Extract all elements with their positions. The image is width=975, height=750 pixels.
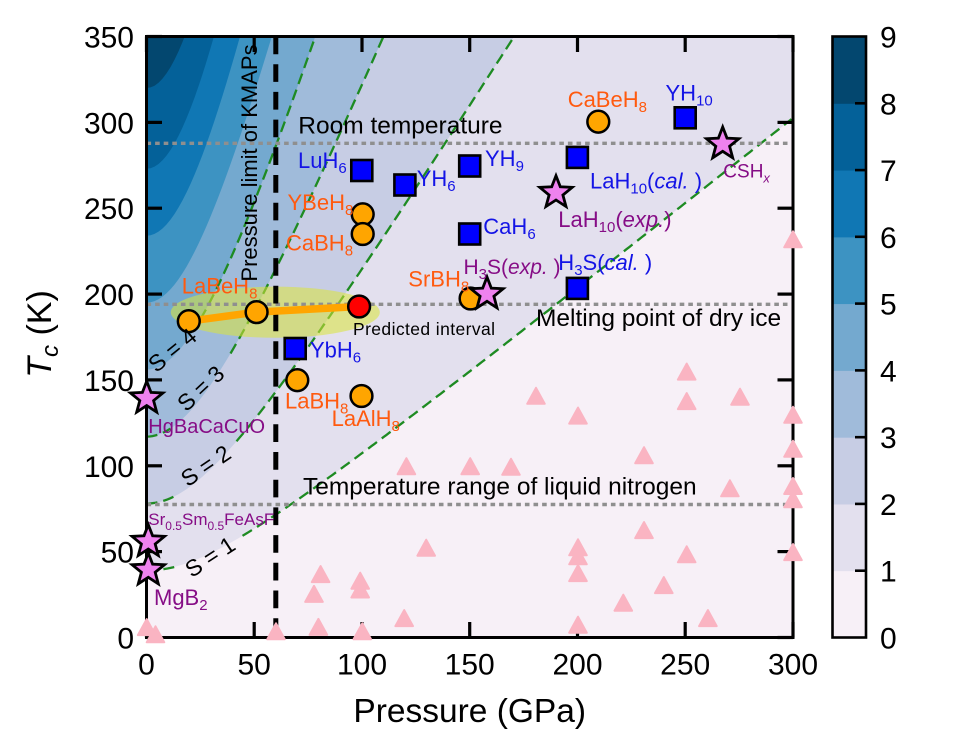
svg-text:1: 1 (880, 556, 897, 589)
svg-text:300: 300 (768, 649, 818, 682)
svg-text:4: 4 (880, 355, 897, 388)
svg-text:100: 100 (337, 649, 387, 682)
svg-text:2: 2 (880, 489, 897, 522)
svg-text:CSHx: CSHx (723, 162, 770, 186)
svg-text:200: 200 (552, 649, 602, 682)
svg-text:7: 7 (880, 155, 897, 188)
svg-text:LaH10(cal. ): LaH10(cal. ) (590, 169, 702, 198)
svg-text:150: 150 (445, 649, 495, 682)
svg-text:100: 100 (84, 451, 134, 484)
svg-text:H3S(cal. ): H3S(cal. ) (558, 250, 652, 279)
svg-text:3: 3 (880, 422, 897, 455)
svg-text:LaBH8: LaBH8 (285, 389, 348, 418)
svg-text:250: 250 (84, 193, 134, 226)
svg-text:0: 0 (117, 623, 134, 656)
svg-text:CaBH8: CaBH8 (286, 231, 353, 260)
svg-text:0: 0 (138, 649, 155, 682)
svg-text:6: 6 (880, 222, 897, 255)
svg-text:50: 50 (238, 649, 271, 682)
svg-text:0: 0 (880, 623, 897, 656)
svg-text:LaBeH8: LaBeH8 (182, 274, 258, 303)
svg-text:YH6: YH6 (417, 166, 456, 195)
svg-text:YbH6: YbH6 (310, 338, 361, 367)
svg-text:CaH6: CaH6 (483, 214, 535, 243)
svg-text:350: 350 (84, 22, 134, 55)
svg-text:5: 5 (880, 289, 897, 322)
svg-text:200: 200 (84, 279, 134, 312)
svg-text:Predicted interval: Predicted interval (353, 319, 495, 339)
svg-text:H3S(exp. ): H3S(exp. ) (464, 256, 561, 283)
svg-text:150: 150 (84, 365, 134, 398)
svg-text:8: 8 (880, 88, 897, 121)
svg-text:LaAlH8: LaAlH8 (332, 406, 400, 435)
svg-text:9: 9 (880, 22, 897, 55)
svg-text:CaBeH8: CaBeH8 (568, 87, 647, 116)
svg-text:MgB2: MgB2 (154, 585, 208, 614)
svg-text:Temperature range of liquid ni: Temperature range of liquid nitrogen (303, 474, 697, 501)
svg-text:Tc (K): Tc (K) (21, 290, 64, 378)
svg-text:HgBaCaCuO: HgBaCaCuO (148, 416, 265, 438)
svg-text:300: 300 (84, 107, 134, 140)
svg-text:Pressure (GPa): Pressure (GPa) (353, 693, 586, 730)
svg-text:50: 50 (101, 537, 134, 570)
svg-text:YBeH8: YBeH8 (288, 190, 354, 219)
svg-text:250: 250 (660, 649, 710, 682)
svg-text:Room temperature: Room temperature (298, 113, 502, 140)
svg-text:Melting point of dry ice: Melting point of dry ice (536, 305, 781, 332)
svg-text:Pressure limit of KMAPs: Pressure limit of KMAPs (237, 44, 262, 281)
svg-text:LaH10(exp.): LaH10(exp.) (558, 207, 671, 236)
svg-text:SrBH8: SrBH8 (408, 267, 469, 296)
